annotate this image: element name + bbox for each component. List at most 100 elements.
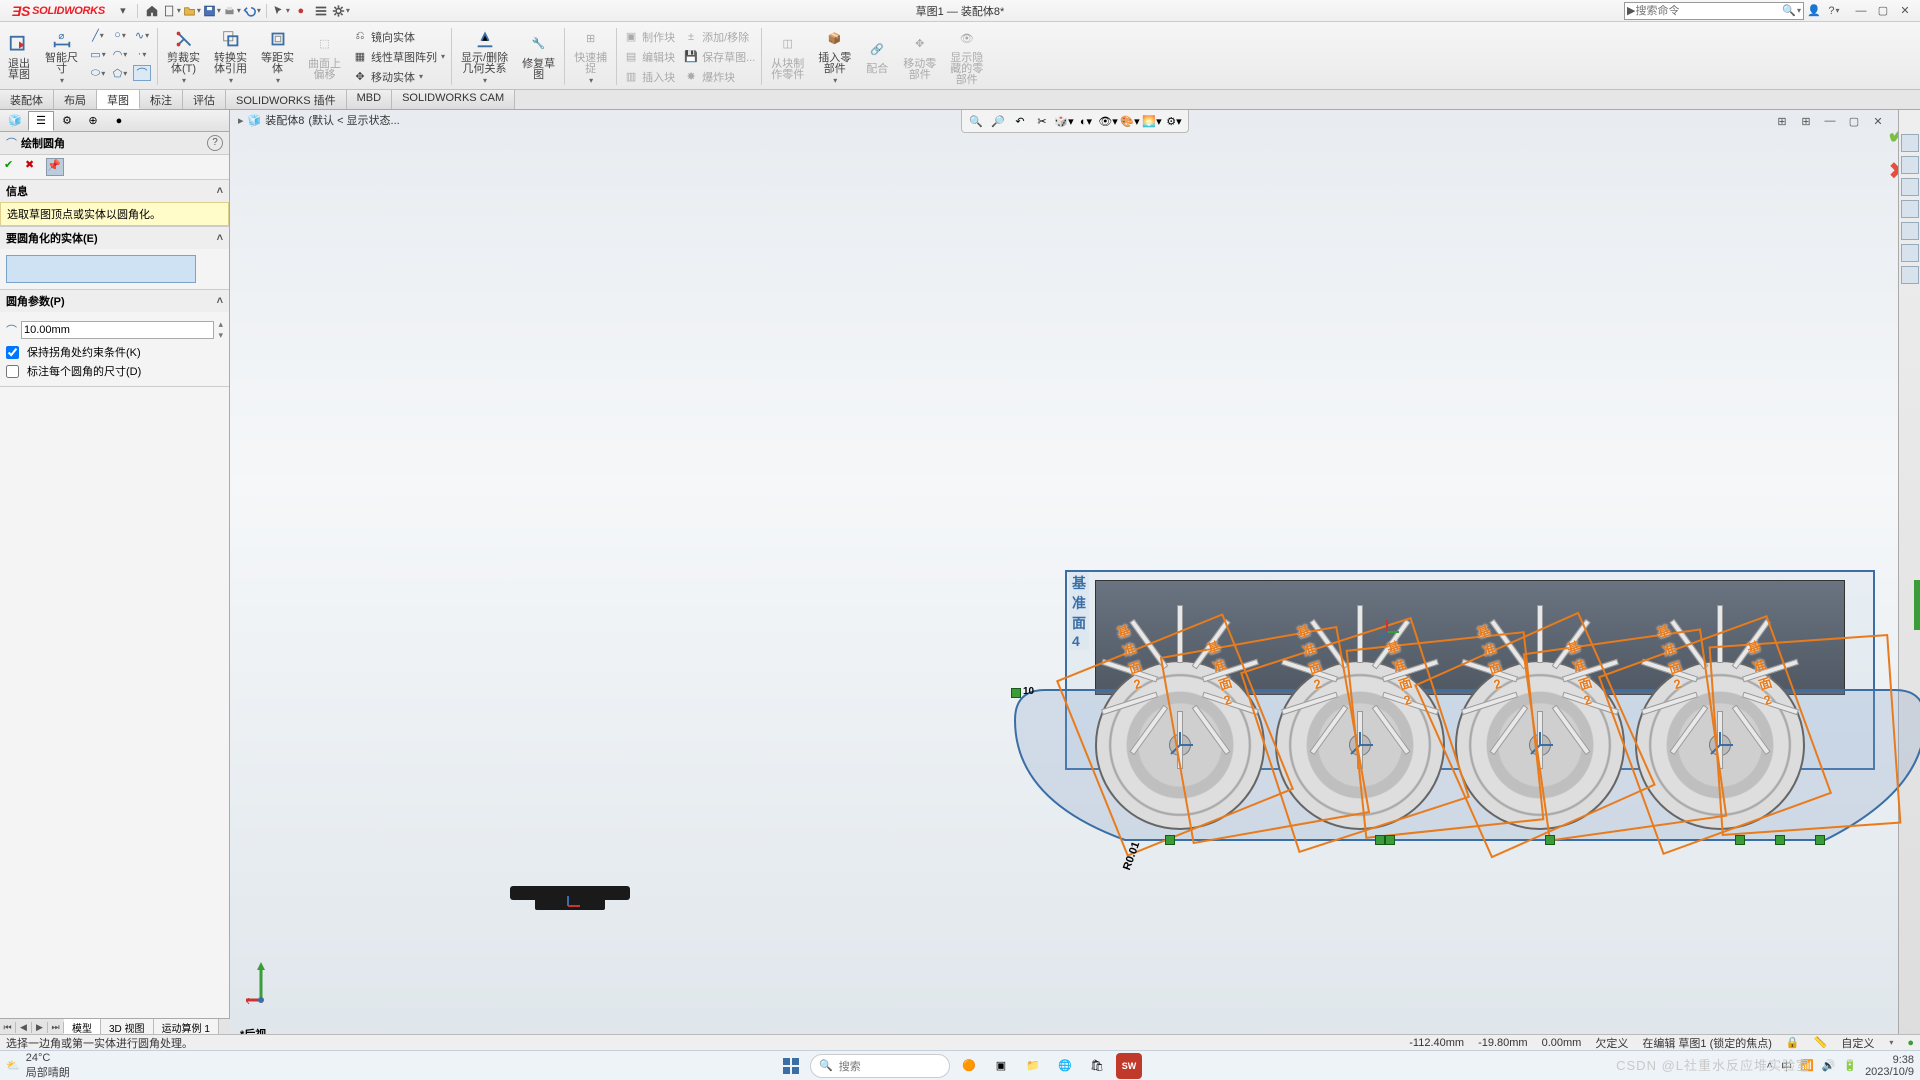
new-icon[interactable]: ▾ [163,2,181,20]
prev-view-icon[interactable]: ↶ [1010,112,1030,130]
spline-tool[interactable]: ∿▾ [133,27,151,43]
search-run-icon[interactable]: ▶ [1627,4,1635,17]
tab-标注[interactable]: 标注 [140,90,183,109]
home-icon[interactable] [143,2,161,20]
taskpane-props-icon[interactable] [1901,266,1919,284]
close-button[interactable]: ✕ [1895,2,1915,20]
pm-tab-property[interactable]: ☰ [28,111,54,131]
pm-tab-config[interactable]: ⚙ [54,111,80,131]
tab-布局[interactable]: 布局 [54,90,97,109]
radius-input[interactable] [21,321,214,339]
mirror-button[interactable]: ⎌镜向实体 [348,27,449,47]
taskbar-store-icon[interactable]: 🛍 [1084,1053,1110,1079]
convert-button[interactable]: 转换实 体引用▾ [208,24,253,89]
repair-button[interactable]: 🔧修复草 图 [516,24,561,89]
settings-icon[interactable]: ▾ [332,2,350,20]
tray-battery-icon[interactable]: 🔋 [1843,1059,1857,1072]
status-unit-icon[interactable]: 📏 [1814,1036,1828,1049]
pm-params-header[interactable]: 圆角参数(P)˄ [0,290,229,312]
pm-cancel-button[interactable]: ✖ [25,158,43,176]
tab-nav-last[interactable]: ⏭ [48,1022,64,1033]
zoom-fit-icon[interactable]: 🔍 [966,112,986,130]
breadcrumb[interactable]: ▸🧊装配体8(默认 < 显示状态... [238,112,400,128]
pm-help-icon[interactable]: ? [207,135,223,151]
taskpane-home-icon[interactable] [1901,134,1919,152]
open-icon[interactable]: ▾ [183,2,201,20]
tab-MBD[interactable]: MBD [347,90,392,109]
doc-window-2[interactable]: ⊞ [1797,112,1815,130]
trim-button[interactable]: 剪裁实 体(T)▾ [161,24,206,89]
taskbar-edge-icon[interactable]: 🌐 [1052,1053,1078,1079]
display-style-icon[interactable]: ◐▾ [1076,112,1096,130]
pm-ok-button[interactable]: ✔ [4,158,22,176]
pm-entities-header[interactable]: 要圆角化的实体(E)˄ [0,227,229,249]
keep-constraints-checkbox[interactable] [6,346,19,359]
taskpane-appearance-icon[interactable] [1901,244,1919,262]
tab-装配体[interactable]: 装配体 [0,90,54,109]
taskbar-solidworks-icon[interactable]: SW [1116,1053,1142,1079]
view-settings-icon[interactable]: ⚙▾ [1164,112,1184,130]
options-icon[interactable] [312,2,330,20]
status-rebuild-icon[interactable]: ● [1907,1037,1914,1049]
search-icon[interactable]: 🔍 [1782,4,1796,17]
point-tool[interactable]: ·▾ [133,46,151,62]
user-icon[interactable]: 👤 [1805,2,1823,20]
status-lock-icon[interactable]: 🔒 [1786,1036,1800,1049]
move-button[interactable]: ✥移动实体▾ [348,67,449,87]
tab-评估[interactable]: 评估 [183,90,226,109]
tab-nav-next[interactable]: ▶ [32,1022,48,1033]
line-tool[interactable]: ╱▾ [89,27,107,43]
taskpane-resources-icon[interactable] [1901,156,1919,174]
pm-selection-box[interactable] [6,255,196,283]
minimize-button[interactable]: — [1851,2,1871,20]
taskbar-search[interactable]: 🔍搜索 [810,1054,950,1078]
slot-tool[interactable]: ⬭▾ [89,65,107,81]
scene-icon[interactable]: 🌅▾ [1142,112,1162,130]
appearance-icon[interactable]: 🎨▾ [1120,112,1140,130]
taskpane-explorer-icon[interactable] [1901,200,1919,218]
dimension-each-checkbox[interactable] [6,365,19,378]
restore-button[interactable]: ▢ [1873,2,1893,20]
polygon-tool[interactable]: ⬠▾ [111,65,129,81]
zoom-area-icon[interactable]: 🔎 [988,112,1008,130]
taskbar-copilot-icon[interactable]: 🟠 [956,1053,982,1079]
pattern-button[interactable]: ▦线性草图阵列▾ [348,47,449,67]
search-input[interactable] [1635,5,1782,17]
tray-clock[interactable]: 9:382023/10/9 [1865,1054,1914,1078]
taskpane-handle[interactable] [1914,580,1920,630]
tab-SOLIDWORKS CAM[interactable]: SOLIDWORKS CAM [392,90,515,109]
select-icon[interactable]: ▾ [272,2,290,20]
smart-dimension-button[interactable]: ⌀智能尺 寸▾ [39,24,84,89]
taskpane-view-icon[interactable] [1901,222,1919,240]
relations-button[interactable]: 显示/删除 几何关系▾ [455,24,514,89]
pm-tab-dim[interactable]: ⊕ [80,111,106,131]
taskpane-lib-icon[interactable] [1901,178,1919,196]
undo-icon[interactable]: ▾ [243,2,261,20]
doc-max[interactable]: ▢ [1845,112,1863,130]
status-custom[interactable]: 自定义 [1841,1035,1874,1051]
command-search[interactable]: ▶ 🔍▾ [1624,2,1804,20]
graphics-viewport[interactable]: ▸🧊装配体8(默认 < 显示状态... 🔍 🔎 ↶ ✂ 🎲▾ ◐▾ 👁▾ 🎨▾ … [230,110,1920,1050]
tab-SOLIDWORKS 插件[interactable]: SOLIDWORKS 插件 [226,90,347,109]
pm-tab-display[interactable]: ● [106,111,132,131]
view-orient-icon[interactable]: 🎲▾ [1054,112,1074,130]
hide-show-icon[interactable]: 👁▾ [1098,112,1118,130]
fillet-tool[interactable]: ⌒ [133,65,151,81]
tab-草图[interactable]: 草图 [97,90,140,109]
spinner-icon[interactable]: ▴▾ [218,319,223,341]
tab-nav-prev[interactable]: ◀ [16,1022,32,1033]
doc-close[interactable]: ✕ [1869,112,1887,130]
print-icon[interactable]: ▾ [223,2,241,20]
section-view-icon[interactable]: ✂ [1032,112,1052,130]
pm-pushpin-button[interactable]: 📌 [46,158,64,176]
insert-component[interactable]: 📦插入零 部件▾ [812,24,857,89]
doc-min[interactable]: — [1821,112,1839,130]
tray-volume-icon[interactable]: 🔊 [1822,1059,1836,1072]
pm-info-header[interactable]: 信息˄ [0,180,229,202]
tab-nav-first[interactable]: ⏮ [0,1022,16,1033]
weather-widget[interactable]: ⛅ 24°C局部晴朗 [6,1052,70,1080]
menu-dropdown[interactable]: ▾ [114,2,132,20]
circle-tool[interactable]: ○▾ [111,27,129,43]
offset-button[interactable]: 等距实 体▾ [255,24,300,89]
taskbar-explorer-icon[interactable]: 📁 [1020,1053,1046,1079]
